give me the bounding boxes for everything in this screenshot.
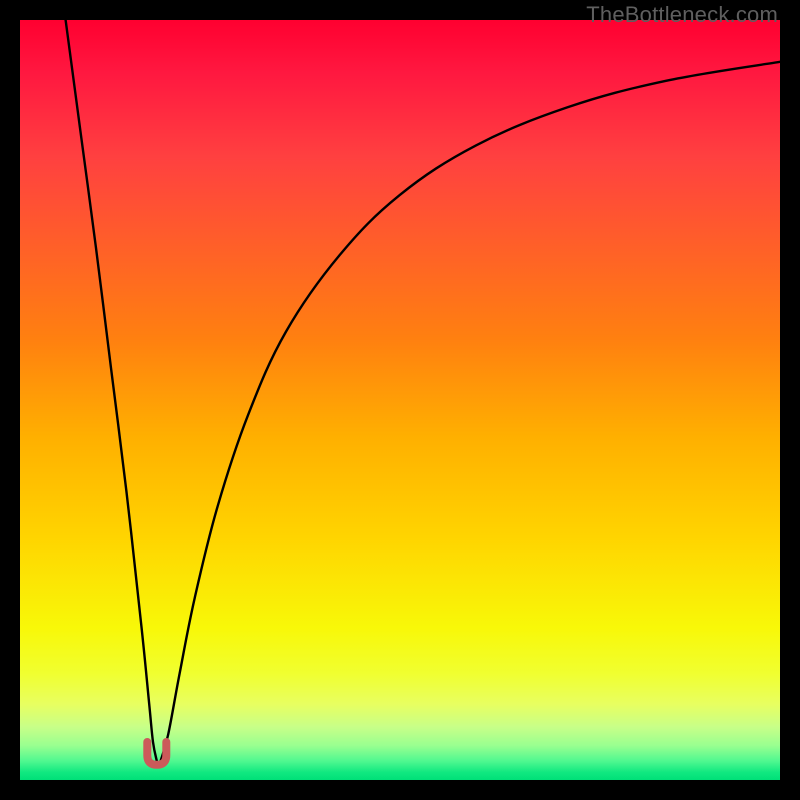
plot-area: [20, 20, 780, 780]
watermark-label: TheBottleneck.com: [586, 2, 778, 28]
curve-left-branch: [66, 20, 157, 761]
minimum-marker: [147, 742, 166, 765]
chart-frame: TheBottleneck.com: [0, 0, 800, 800]
curve-layer: [20, 20, 780, 780]
curve-right-branch: [161, 62, 780, 761]
